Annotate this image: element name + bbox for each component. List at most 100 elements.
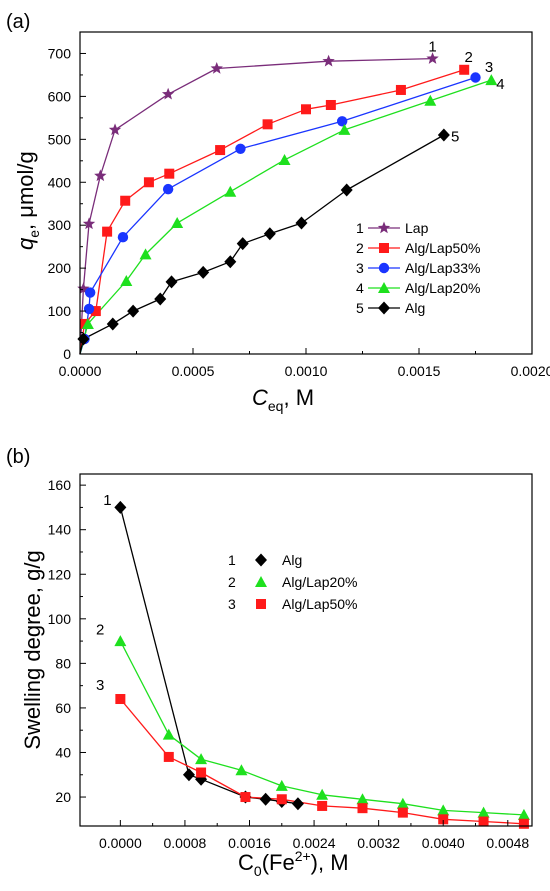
- y-tick-label: 600: [48, 88, 72, 104]
- fit-curve-alg: [79, 134, 445, 355]
- legend-marker-alg-lap20: [378, 282, 390, 293]
- panel-b-series-numbers: 1 2 3: [96, 492, 112, 694]
- data-point-alg: [106, 317, 119, 331]
- data-point-alg: [77, 332, 90, 346]
- panel-b-y-ticks: 20 40 60 80 100 120 140 160: [48, 477, 86, 805]
- data-point-alg: [165, 275, 178, 289]
- data-point-alg-lap33: [83, 303, 95, 315]
- x-tick-label: 0.0010: [285, 363, 328, 379]
- y-tick-label: 120: [48, 566, 72, 582]
- x-tick-label: 0.0040: [422, 835, 465, 851]
- data-point-alg-lap50: [317, 800, 328, 811]
- legend-number: 1: [356, 220, 364, 236]
- panel-a-y-axis-title: qe, μmol/g: [13, 151, 42, 250]
- data-point-alg-lap33: [336, 116, 348, 127]
- panel-a-x-title-unit: , M: [283, 385, 314, 410]
- x-tick-label: 0.0032: [357, 835, 400, 851]
- panel-a-label: (a): [6, 11, 30, 33]
- panel-a-y-title-unit: , μmol/g: [13, 151, 38, 230]
- data-point-lap: [94, 169, 107, 182]
- series-number-label: 4: [496, 76, 504, 93]
- y-tick-label: 20: [55, 789, 71, 805]
- data-point-alg-lap33: [470, 72, 481, 83]
- legend-label: Alg/Lap50%: [282, 596, 358, 612]
- fit-curve-alg-lap20: [79, 79, 492, 355]
- data-point-alg-lap50: [459, 64, 470, 75]
- data-point-alg-lap50: [357, 803, 368, 814]
- legend-label: Alg: [282, 552, 302, 568]
- y-tick-label: 100: [48, 303, 72, 319]
- legend-number: 3: [356, 260, 364, 276]
- series-number-label: 2: [465, 49, 473, 66]
- data-point-alg-lap20: [139, 248, 152, 260]
- data-point-alg-lap20: [224, 185, 237, 197]
- data-point-alg-lap20: [316, 788, 329, 800]
- y-tick-label: 80: [55, 655, 71, 671]
- data-point-lap: [322, 54, 335, 67]
- y-tick-label: 40: [55, 744, 71, 760]
- data-point-alg-lap20: [120, 275, 133, 287]
- data-point-alg-lap20: [171, 217, 184, 229]
- panel-b-x-title-main: C: [238, 850, 254, 875]
- panel-b-x-title-sub: 0: [254, 863, 262, 879]
- panel-b-plot-frame: [79, 473, 533, 827]
- data-point-alg-lap20: [485, 74, 498, 86]
- legend-number: 1: [228, 552, 236, 568]
- x-tick-label: 0.0000: [59, 363, 102, 379]
- legend-marker-alg-lap33: [378, 262, 390, 274]
- data-point-alg: [224, 255, 237, 269]
- series-number-label: 1: [103, 492, 111, 509]
- data-point-alg: [291, 797, 304, 811]
- y-tick-label: 0: [63, 346, 71, 362]
- x-tick-label: 0.0008: [164, 835, 207, 851]
- legend-label: Alg/Lap33%: [405, 260, 481, 276]
- x-tick-label: 0.0016: [228, 835, 271, 851]
- data-point-alg-lap50: [196, 767, 207, 778]
- y-tick-label: 200: [48, 260, 72, 276]
- data-point-alg-lap50: [215, 145, 226, 156]
- data-point-alg-lap50: [143, 177, 154, 188]
- data-point-alg: [437, 128, 450, 142]
- panel-b-fit-curves: [119, 507, 524, 825]
- y-tick-label: 60: [55, 700, 71, 716]
- data-point-alg-lap20: [195, 753, 208, 765]
- panel-a-legend: 1 Lap 2 Alg/Lap50% 3 Alg/Lap33% 4 Alg/Lap20% 5 Al…: [356, 220, 481, 316]
- legend-marker-alg: [255, 553, 267, 567]
- x-tick-label: 0.0048: [486, 835, 529, 851]
- data-point-alg-lap20: [424, 94, 437, 106]
- data-point-alg-lap50: [438, 814, 449, 825]
- legend-marker-alg-lap20: [255, 576, 267, 587]
- data-point-alg-lap20: [477, 806, 490, 818]
- data-point-alg-lap33: [117, 232, 129, 243]
- data-point-alg-lap20: [517, 808, 530, 820]
- data-point-alg-lap20: [396, 797, 409, 809]
- panel-b-x-title-unit: ), M: [311, 850, 349, 875]
- x-tick-label: 0.0000: [99, 835, 142, 851]
- x-tick-label: 0.0020: [511, 363, 550, 379]
- data-point-alg-lap50: [120, 195, 131, 206]
- legend-label: Alg/Lap50%: [405, 240, 481, 256]
- legend-number: 4: [356, 280, 364, 296]
- data-point-alg-lap50: [79, 318, 90, 329]
- data-point-alg: [236, 237, 249, 251]
- data-point-alg-lap20: [278, 153, 291, 165]
- data-point-lap: [82, 217, 96, 230]
- legend-marker-alg-lap50: [256, 599, 266, 609]
- y-tick-label: 300: [48, 217, 72, 233]
- data-point-alg-lap50: [301, 104, 311, 115]
- y-tick-label: 400: [48, 174, 72, 190]
- data-point-alg-lap50: [262, 119, 273, 130]
- legend-marker-lap: [377, 221, 391, 234]
- panel-b-x-title-sup: 2+: [295, 848, 311, 864]
- x-tick-label: 0.0024: [293, 835, 336, 851]
- x-tick-label: 0.0015: [398, 363, 441, 379]
- data-point-alg: [340, 183, 353, 197]
- data-point-lap: [77, 282, 90, 294]
- legend-label: Alg/Lap20%: [405, 280, 481, 296]
- panel-a-y-title-sub: e: [26, 230, 42, 238]
- legend-number: 2: [228, 574, 236, 590]
- data-point-alg: [197, 265, 210, 279]
- y-tick-label: 140: [48, 522, 72, 538]
- y-tick-label: 700: [48, 45, 72, 61]
